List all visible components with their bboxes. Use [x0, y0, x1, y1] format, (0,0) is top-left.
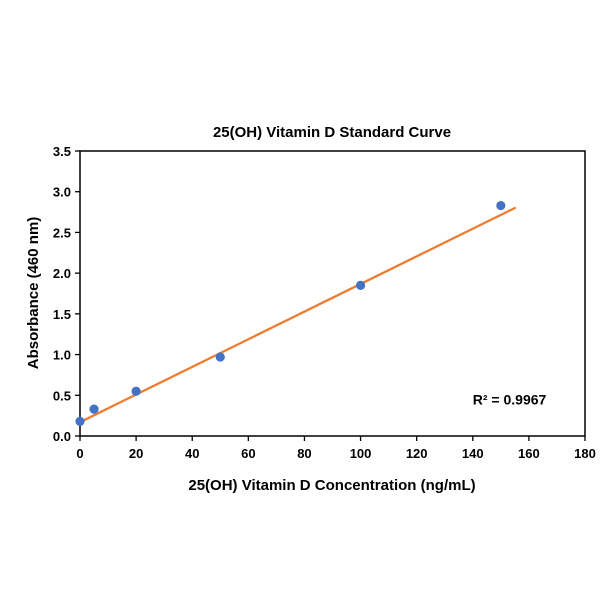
x-tick-label: 40 — [185, 446, 199, 461]
y-tick-label: 3.0 — [53, 185, 71, 200]
x-tick-label: 160 — [518, 446, 540, 461]
y-tick-label: 0.0 — [53, 429, 71, 444]
y-tick-label: 2.5 — [53, 225, 71, 240]
y-tick-label: 1.5 — [53, 307, 71, 322]
data-point — [89, 404, 99, 414]
data-point — [131, 386, 141, 396]
x-tick-label: 100 — [350, 446, 372, 461]
r-squared-annotation: R² = 0.9967 — [473, 391, 547, 407]
x-tick-label: 20 — [129, 446, 143, 461]
trendline — [78, 206, 517, 424]
data-point — [75, 416, 85, 426]
y-tick-label: 1.0 — [53, 348, 71, 363]
data-point — [355, 280, 366, 290]
x-tick-label: 80 — [297, 446, 311, 461]
x-axis-title: 25(OH) Vitamin D Concentration (ng/mL) — [188, 477, 475, 494]
x-tick-label: 120 — [406, 446, 428, 461]
y-axis-title: Absorbance (460 nm) — [25, 217, 42, 370]
y-tick-label: 2.0 — [53, 266, 71, 281]
data-point — [496, 200, 506, 211]
y-tick-label: 3.5 — [53, 144, 71, 159]
chart-title: 25(OH) Vitamin D Standard Curve — [213, 124, 451, 141]
x-tick-label: 60 — [241, 446, 255, 461]
x-tick-label: 0 — [76, 446, 83, 461]
x-tick-label: 180 — [574, 446, 596, 461]
plot-border — [79, 150, 586, 437]
data-point — [215, 352, 225, 362]
y-tick-label: 0.5 — [53, 388, 71, 403]
plot-area: 0 20 40 60 80 100 120 140 160 180 0.0 0.5 1.0 1.5 2.0 2… — [53, 144, 596, 461]
x-tick-label: 140 — [462, 446, 484, 461]
